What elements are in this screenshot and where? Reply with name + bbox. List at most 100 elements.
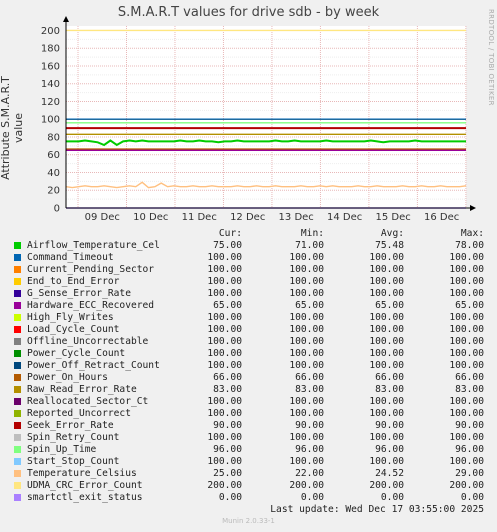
legend-cur: 100.00 [207,324,242,335]
legend-avg: 100.00 [369,264,404,275]
legend-row: High_Fly_Writes 100.00 100.00 100.00 100.00 [12,312,492,324]
legend-max: 96.00 [455,444,484,455]
legend-name: Hardware_ECC_Recovered [27,300,155,311]
legend-min: 65.00 [295,300,324,311]
y-tick-label: 0 [54,204,60,215]
legend-min: 71.00 [295,240,324,251]
legend-name: G_Sense_Error_Rate [27,288,131,299]
legend-row: UDMA_CRC_Error_Count 200.00 200.00 200.00 20… [12,480,492,492]
y-axis-arrow [63,16,69,22]
legend-avg: 100.00 [369,360,404,371]
legend-swatch [14,446,21,453]
legend-table: Cur: Min: Avg: Max: Airflow_Temperature_… [12,228,492,504]
legend-row: Power_Cycle_Count 100.00 100.00 100.00 100.0… [12,348,492,360]
legend-swatch [14,386,21,393]
series-line [66,139,466,147]
legend-header-avg: Avg: [380,228,404,239]
legend-avg: 24.52 [375,468,404,479]
legend-rows: Airflow_Temperature_Cel 75.00 71.00 75.48 78… [12,240,492,504]
x-tick-label: 14 Dec [327,212,362,223]
legend-max: 100.00 [449,348,484,359]
legend-max: 200.00 [449,480,484,491]
legend-row: Seek_Error_Rate 90.00 90.00 90.00 90.00 [12,420,492,432]
legend-min: 66.00 [295,372,324,383]
legend-max: 100.00 [449,432,484,443]
x-tick-label: 13 Dec [279,212,314,223]
legend-cur: 100.00 [207,348,242,359]
legend-row: Start_Stop_Count 100.00 100.00 100.00 100.00 [12,456,492,468]
legend-row: Power_On_Hours 66.00 66.00 66.00 66.00 [12,372,492,384]
legend-avg: 90.00 [375,420,404,431]
legend-row: Temperature_Celsius 25.00 22.00 24.52 29.00 [12,468,492,480]
legend-row: Current_Pending_Sector 100.00 100.00 100.00… [12,264,492,276]
legend-min: 22.00 [295,468,324,479]
x-tick-label: 12 Dec [230,212,265,223]
legend-row: Hardware_ECC_Recovered 65.00 65.00 65.00 65.… [12,300,492,312]
legend-name: Start_Stop_Count [27,456,120,467]
legend-min: 100.00 [289,360,324,371]
legend-avg: 200.00 [369,480,404,491]
legend-max: 100.00 [449,336,484,347]
legend-max: 0.00 [460,492,484,503]
legend-avg: 100.00 [369,432,404,443]
legend-cur: 100.00 [207,396,242,407]
chart-title: S.M.A.R.T values for drive sdb - by week [117,5,380,20]
legend-cur: 75.00 [213,240,242,251]
legend-row: Reallocated_Sector_Ct 100.00 100.00 100.00 1… [12,396,492,408]
legend-cur: 0.00 [218,492,242,503]
legend-cur: 83.00 [213,384,242,395]
legend-header: Cur: Min: Avg: Max: [12,228,492,240]
series-line [65,181,467,189]
legend-avg: 100.00 [369,336,404,347]
y-tick-label: 180 [41,44,60,55]
legend-swatch [14,350,21,357]
y-tick-label: 20 [47,186,60,197]
x-tick-label: 11 Dec [182,212,217,223]
legend-header-cur: Cur: [218,228,242,239]
legend-avg: 100.00 [369,276,404,287]
legend-avg: 100.00 [369,456,404,467]
y-tick-label: 60 [47,150,60,161]
legend-max: 83.00 [455,384,484,395]
legend-row: End_to_End_Error 100.00 100.00 100.00 100.00 [12,276,492,288]
legend-name: Reported_Uncorrect [27,408,131,419]
legend-cur: 100.00 [207,288,242,299]
y-tick-label: 120 [41,97,60,108]
legend-swatch [14,266,21,273]
legend-swatch [14,242,21,249]
x-tick-label: 09 Dec [85,212,120,223]
legend-max: 100.00 [449,324,484,335]
legend-min: 100.00 [289,396,324,407]
legend-swatch [14,326,21,333]
legend-swatch [14,398,21,405]
legend-name: smartctl_exit_status [27,492,143,503]
legend-swatch [14,254,21,261]
legend-min: 0.00 [300,492,324,503]
legend-max: 100.00 [449,360,484,371]
x-tick-label: 16 Dec [424,212,459,223]
legend-min: 100.00 [289,432,324,443]
legend-swatch [14,338,21,345]
legend-cur: 100.00 [207,264,242,275]
legend-header-max: Max: [460,228,484,239]
y-tick-label: 100 [41,115,60,126]
legend-cur: 100.00 [207,432,242,443]
legend-row: smartctl_exit_status 0.00 0.00 0.00 0.00 [12,492,492,504]
legend-name: Spin_Up_Time [27,444,97,455]
legend-max: 100.00 [449,456,484,467]
legend-avg: 96.00 [375,444,404,455]
legend-avg: 75.48 [375,240,404,251]
legend-avg: 100.00 [369,324,404,335]
legend-min: 100.00 [289,348,324,359]
x-tick-label: 10 Dec [133,212,168,223]
legend-swatch [14,470,21,477]
y-tick-label: 40 [47,168,60,179]
legend-cur: 100.00 [207,252,242,263]
y-tick-label: 80 [47,132,60,143]
legend-swatch [14,374,21,381]
munin-version: Munin 2.0.33-1 [222,517,275,525]
legend-cur: 100.00 [207,336,242,347]
legend-avg: 100.00 [369,312,404,323]
legend-row: Spin_Up_Time 96.00 96.00 96.00 96.00 [12,444,492,456]
